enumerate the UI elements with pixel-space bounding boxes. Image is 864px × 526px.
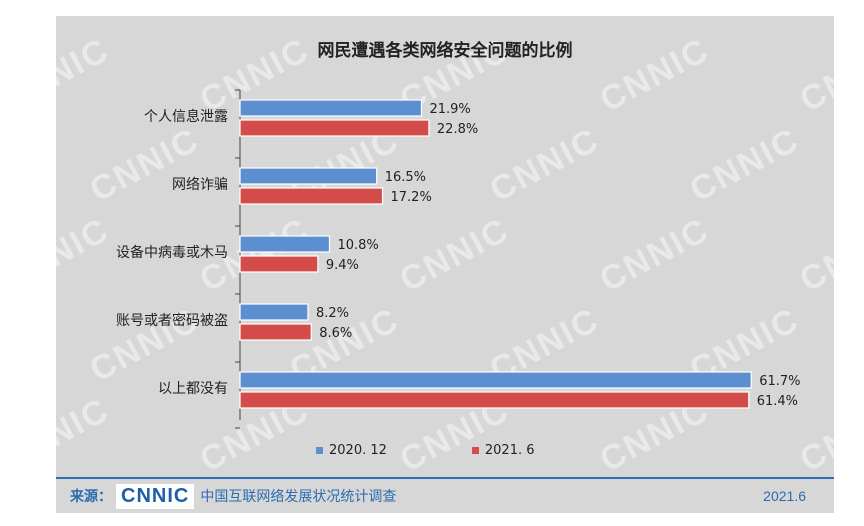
bar-series-2 bbox=[239, 323, 312, 341]
legend-item-series-1: 2020. 12 bbox=[316, 443, 387, 458]
category-label: 以上都没有 bbox=[158, 381, 228, 397]
source-footer: 来源： CNNIC 中国互联网络发展状况统计调查 2021.6 bbox=[56, 479, 834, 513]
legend-item-series-2: 2021. 6 bbox=[471, 443, 535, 458]
bar-chart: 个人信息泄露 21.9% 22.8% 网络诈骗 16.5% 17.2% 设备中病毒或木马 10… bbox=[116, 89, 801, 429]
legend-swatch-series-2 bbox=[471, 447, 479, 454]
bar-series-1 bbox=[239, 99, 423, 117]
cnnic-logo-text: CNNIC bbox=[121, 484, 190, 507]
data-label: 8.2% bbox=[316, 306, 349, 321]
cnnic-logo: CNNIC bbox=[116, 483, 195, 509]
data-label: 17.2% bbox=[391, 190, 432, 205]
bar-series-1 bbox=[239, 167, 378, 185]
data-label: 9.4% bbox=[326, 258, 359, 273]
legend-swatch-series-1 bbox=[316, 447, 323, 454]
source-label: 来源： bbox=[70, 489, 112, 505]
data-label: 22.8% bbox=[437, 122, 478, 137]
data-label: 16.5% bbox=[385, 170, 426, 185]
chart-title: 网民遭遇各类网络安全问题的比例 bbox=[317, 41, 573, 61]
data-label: 61.7% bbox=[759, 374, 800, 389]
data-label: 10.8% bbox=[337, 238, 378, 253]
chart-frame: CNNIC CNNIC CNNIC CNNIC CNNIC CNNIC CNNIC CNNIC… bbox=[56, 16, 834, 513]
category-label: 账号或者密码被盗 bbox=[116, 312, 228, 329]
bar-series-2 bbox=[239, 119, 430, 137]
category-label: 设备中病毒或木马 bbox=[116, 244, 228, 261]
bar-series-2 bbox=[239, 255, 319, 273]
category-label: 个人信息泄露 bbox=[144, 108, 228, 125]
category-label: 网络诈骗 bbox=[172, 177, 228, 193]
footer-divider bbox=[56, 477, 834, 479]
legend-label-series-1: 2020. 12 bbox=[329, 443, 387, 458]
legend: 2020. 12 2021. 6 bbox=[316, 443, 535, 458]
source-date: 2021.6 bbox=[763, 488, 806, 504]
bar-series-1 bbox=[239, 303, 309, 321]
source-name: 中国互联网络发展状况统计调查 bbox=[200, 489, 397, 505]
data-label: 61.4% bbox=[757, 394, 798, 409]
data-label: 21.9% bbox=[429, 102, 470, 117]
bar-series-2 bbox=[239, 391, 750, 409]
bar-series-2 bbox=[239, 187, 384, 205]
bar-series-1 bbox=[239, 371, 752, 389]
data-label: 8.6% bbox=[319, 326, 352, 341]
legend-label-series-2: 2021. 6 bbox=[484, 443, 535, 458]
bar-series-1 bbox=[239, 235, 331, 253]
